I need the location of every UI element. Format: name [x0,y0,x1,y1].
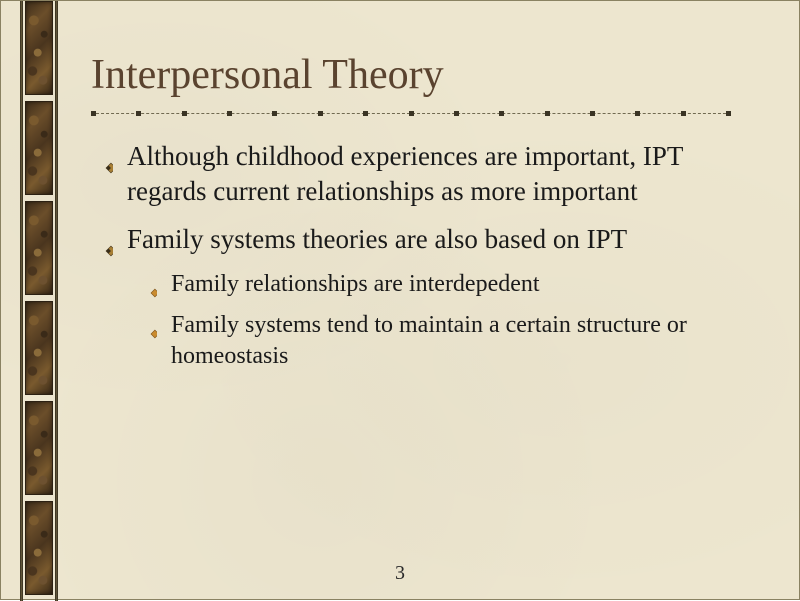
decor-patch [25,201,53,295]
title-divider [91,111,731,117]
sub-bullet-text: Family relationships are interdepedent [171,271,540,297]
bullet-text: Family systems theories are also based o… [127,224,627,254]
slide-title: Interpersonal Theory [91,51,749,99]
divider-square [182,111,187,116]
decor-patch [25,1,53,95]
decor-patch [25,301,53,395]
sub-bullet-list: Family relationships are interdepedent Fa… [141,269,749,373]
divider-square [272,111,277,116]
divider-square [409,111,414,116]
decor-patch [25,401,53,495]
decor-rail-right [55,1,58,601]
divider-square [136,111,141,116]
divider-square [726,111,731,116]
left-decoration [11,1,67,601]
bullet-text: Although childhood experiences are impor… [127,141,683,206]
slide: Interpersonal Theory Although childhood … [0,0,800,600]
bullet-marker-icon [99,232,113,246]
content-area: Interpersonal Theory Although childhood … [91,51,749,386]
sub-bullet-text: Family systems tend to maintain a certai… [171,312,687,369]
sub-bullet-marker-icon [145,277,157,289]
sub-bullet-marker-icon [145,318,157,330]
bullet-item: Family systems theories are also based o… [91,222,749,372]
divider-square [363,111,368,116]
divider-square [454,111,459,116]
bullet-list: Although childhood experiences are impor… [91,139,749,372]
sub-bullet-item: Family systems tend to maintain a certai… [141,310,749,372]
divider-square [635,111,640,116]
decor-patch [25,101,53,195]
divider-square [545,111,550,116]
divider-square [590,111,595,116]
divider-square [91,111,96,116]
bullet-item: Although childhood experiences are impor… [91,139,749,208]
divider-square [681,111,686,116]
bullet-marker-icon [99,149,113,163]
sub-bullet-item: Family relationships are interdepedent [141,269,749,300]
decor-rail-left [20,1,23,601]
divider-square [318,111,323,116]
divider-square [227,111,232,116]
page-number: 3 [1,562,799,585]
divider-square [499,111,504,116]
